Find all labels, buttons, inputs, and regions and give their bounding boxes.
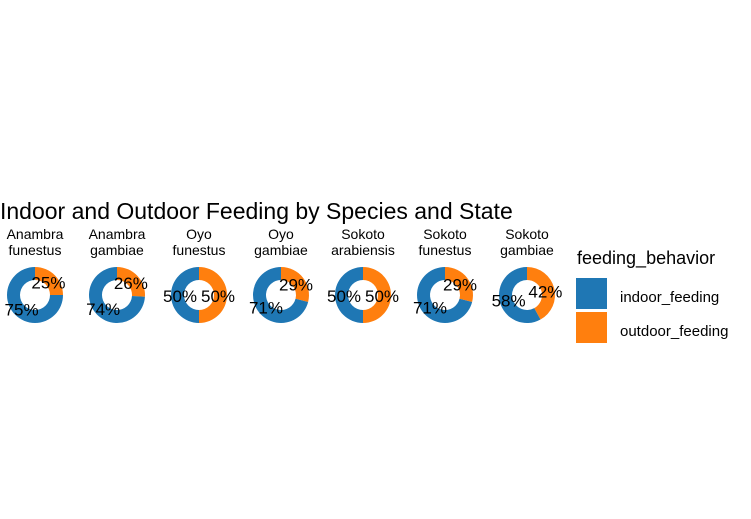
data-label-indoor_feeding: 58% bbox=[492, 292, 526, 311]
facet-strip-label: gambiae bbox=[500, 242, 554, 258]
donut-slice-indoor_feeding bbox=[334, 267, 363, 323]
data-label-outdoor_feeding: 50% bbox=[201, 287, 235, 306]
facet-strip-label: Sokoto bbox=[505, 226, 549, 242]
donut-slice-indoor_feeding bbox=[170, 267, 199, 323]
data-label-indoor_feeding: 71% bbox=[413, 299, 447, 318]
facet-strip-label: gambiae bbox=[90, 242, 144, 258]
data-label-indoor_feeding: 50% bbox=[327, 287, 361, 306]
facet-panels: Anambrafunestus75%25%Anambragambiae74%26… bbox=[5, 226, 562, 324]
facet-strip-label: funestus bbox=[9, 242, 62, 258]
donut-slice-indoor_feeding bbox=[89, 267, 145, 324]
data-label-outdoor_feeding: 26% bbox=[114, 274, 148, 293]
data-label-outdoor_feeding: 29% bbox=[279, 275, 313, 294]
data-label-indoor_feeding: 74% bbox=[86, 300, 120, 319]
chart-title: Indoor and Outdoor Feeding by Species an… bbox=[0, 198, 513, 224]
legend-label-outdoor_feeding: outdoor_feeding bbox=[620, 323, 728, 340]
donut-slice-outdoor_feeding bbox=[199, 267, 227, 323]
data-label-outdoor_feeding: 50% bbox=[365, 287, 399, 306]
facet-strip-label: Oyo bbox=[268, 226, 294, 242]
donut-slice-indoor_feeding bbox=[7, 267, 63, 324]
data-label-outdoor_feeding: 42% bbox=[528, 282, 562, 301]
donut-slice-outdoor_feeding bbox=[35, 267, 63, 295]
donut-slice-indoor_feeding bbox=[416, 267, 473, 324]
legend-key-indoor_feeding bbox=[576, 278, 607, 309]
donut-slice-outdoor_feeding bbox=[363, 267, 391, 323]
donut-slice-outdoor_feeding bbox=[445, 267, 473, 302]
facet-strip-label: Oyo bbox=[186, 226, 212, 242]
data-label-outdoor_feeding: 29% bbox=[443, 275, 477, 294]
data-label-outdoor_feeding: 25% bbox=[31, 274, 65, 293]
legend-key-outdoor_feeding bbox=[576, 312, 607, 343]
facet-strip-label: Anambra bbox=[7, 226, 64, 242]
facet-strip-label: Anambra bbox=[89, 226, 146, 242]
facet-strip-label: arabiensis bbox=[331, 242, 395, 258]
legend: feeding_behavior indoor_feeding outdoor_… bbox=[576, 248, 728, 343]
donut-slice-indoor_feeding bbox=[253, 267, 309, 324]
legend-title: feeding_behavior bbox=[577, 248, 715, 269]
facet-strip-label: funestus bbox=[419, 242, 472, 258]
donut-slice-outdoor_feeding bbox=[117, 267, 146, 297]
donut-slice-indoor_feeding bbox=[499, 267, 541, 323]
donut-slice-outdoor_feeding bbox=[527, 267, 555, 320]
data-label-indoor_feeding: 75% bbox=[5, 300, 39, 319]
legend-label-indoor_feeding: indoor_feeding bbox=[620, 289, 719, 306]
data-label-indoor_feeding: 71% bbox=[249, 299, 283, 318]
donut-slice-outdoor_feeding bbox=[281, 267, 309, 302]
facet-strip-label: Sokoto bbox=[423, 226, 467, 242]
data-label-indoor_feeding: 50% bbox=[163, 287, 197, 306]
facet-strip-label: funestus bbox=[173, 242, 226, 258]
facet-strip-label: gambiae bbox=[254, 242, 308, 258]
facet-strip-label: Sokoto bbox=[341, 226, 385, 242]
